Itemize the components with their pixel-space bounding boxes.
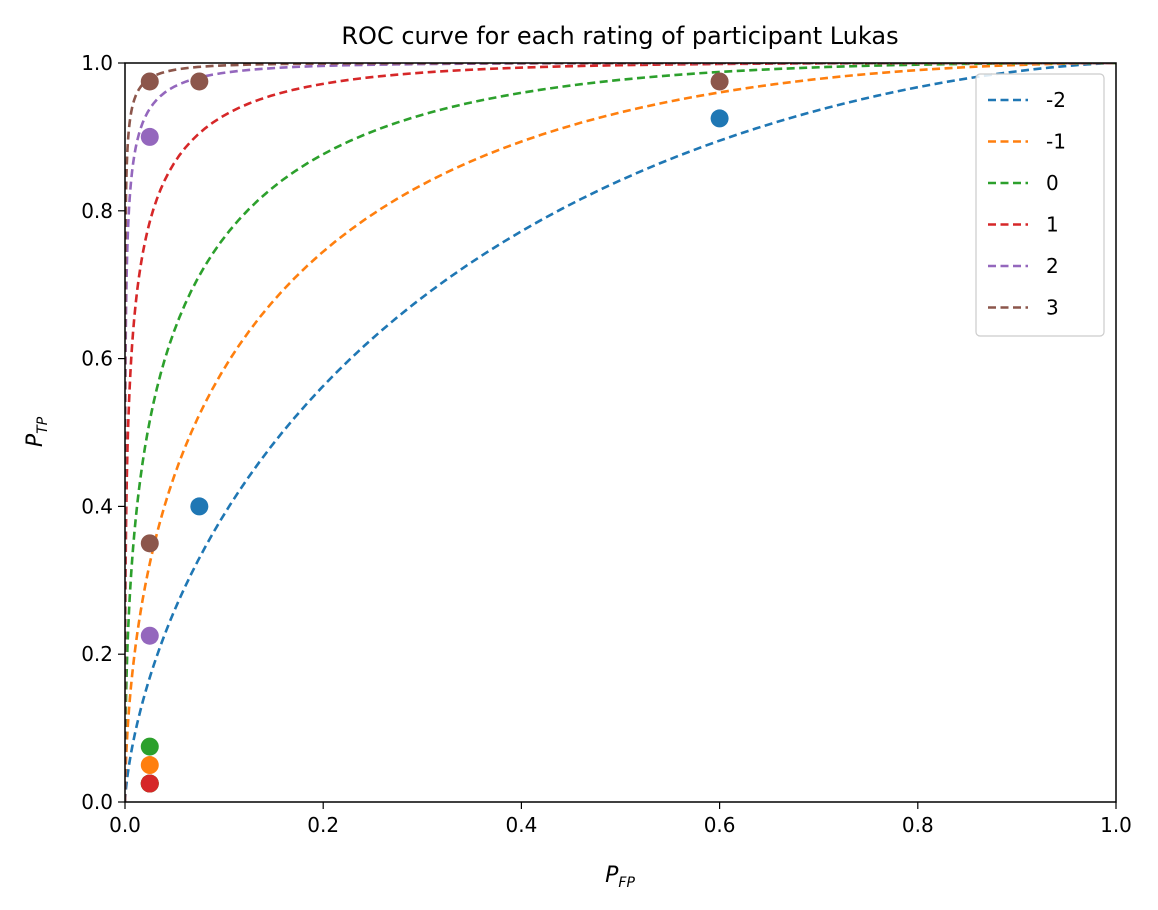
point-neg2-1 [710,109,729,128]
point-neg1-0 [140,756,159,775]
legend-label-2: 2 [1046,254,1059,278]
y-tick-label-5: 1.0 [81,51,113,75]
y-tick-label-1: 0.2 [81,642,113,666]
legend-label-3: 3 [1046,296,1059,320]
point-3-2 [710,72,729,91]
axes: 0.0 0.2 0.4 0.6 0.8 1.0 0.0 0.2 0.4 0.6 0.8 1.0 [81,51,1132,837]
x-tick-label-1: 0.2 [307,813,339,837]
y-axis-label-sub: TP [35,416,51,434]
point-2-1 [140,626,159,645]
plot-frame [124,62,1117,803]
y-axis-label: PTP [23,416,51,447]
y-tick-label-2: 0.4 [81,494,113,518]
y-tick-label-3: 0.6 [81,347,113,371]
legend: -2 -1 0 1 2 3 [975,73,1105,337]
legend-label-neg2: -2 [1046,88,1066,112]
point-3-3 [140,534,159,553]
y-tick-label-4: 0.8 [81,199,113,223]
x-tick-label-0: 0.0 [109,813,141,837]
legend-box [975,73,1105,337]
point-3-1 [190,72,209,91]
x-tick-label-4: 0.8 [902,813,934,837]
x-tick-label-3: 0.6 [704,813,736,837]
roc-curve-1 [125,63,1116,802]
x-axis-label-sub: FP [618,875,635,891]
legend-label-0: 0 [1046,171,1059,195]
x-tick-label-5: 1.0 [1100,813,1132,837]
y-tick-label-0: 0.0 [81,790,113,814]
point-neg2-0 [190,497,209,516]
point-1-0 [140,774,159,793]
point-0-0 [140,737,159,756]
roc-points [140,72,729,793]
x-axis-label-main: P [605,863,619,888]
point-3-0 [140,72,159,91]
y-axis-label-main: P [23,433,48,447]
legend-label-neg1: -1 [1046,130,1066,154]
legend-label-1: 1 [1046,213,1059,237]
chart-title: ROC curve for each rating of participant… [341,22,898,50]
point-2-0 [140,127,159,146]
x-tick-label-2: 0.4 [505,813,537,837]
x-axis-label: PFP [605,863,635,891]
